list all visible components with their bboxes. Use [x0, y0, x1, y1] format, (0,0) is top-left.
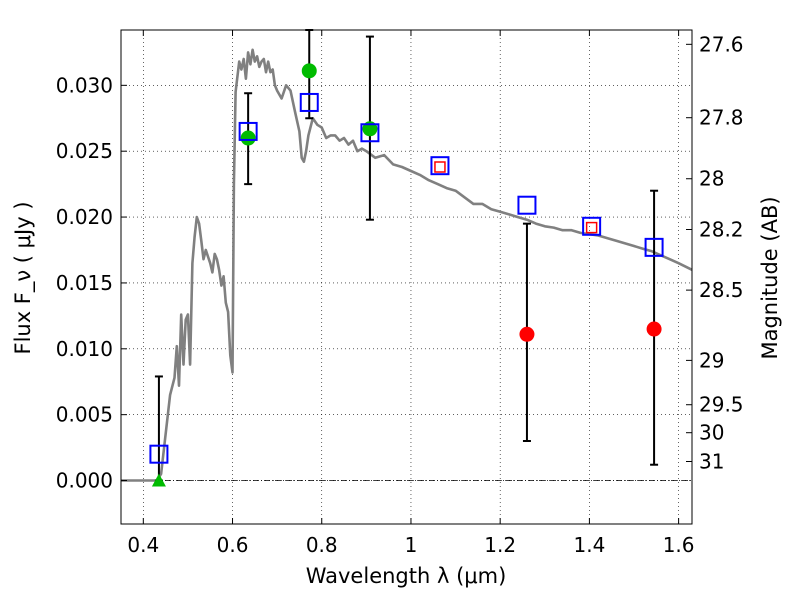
blue-model-square — [299, 92, 319, 112]
red-data-point — [519, 326, 535, 342]
y-tick-label: 0.010 — [56, 337, 113, 361]
y-tick-label: 0.005 — [56, 403, 113, 427]
green-data-point — [240, 130, 256, 146]
y2-tick-label: 29 — [699, 348, 724, 372]
blue-model-square — [360, 123, 380, 143]
errorbar-layer — [154, 29, 659, 482]
y-tick-label: 0.020 — [56, 205, 113, 229]
blue-model-square — [149, 444, 169, 464]
sed-layer — [121, 48, 693, 482]
x-tick-label: 0.8 — [306, 533, 338, 557]
x-tick-label: 0.6 — [217, 533, 249, 557]
blue-model-square — [238, 121, 258, 141]
grid-layer — [121, 30, 692, 524]
red-open-square — [434, 161, 446, 173]
green-data-point — [301, 63, 317, 79]
y2-axis-label: Magnitude (AB) — [758, 196, 782, 359]
y2-tick-label: 27.6 — [699, 32, 744, 56]
blue-model-square — [430, 156, 450, 176]
y2-tick-label: 29.5 — [699, 393, 744, 417]
blue-model-square — [582, 216, 602, 236]
x-tick-label: 1.4 — [573, 533, 605, 557]
red-open-square — [585, 221, 598, 234]
y2-tick-label: 30 — [699, 421, 724, 445]
tick-label-layer: 0.4 0.6 0.8 1 1.2 1.4 1.6 0.000 0.005 0.010 0.015 0… — [56, 32, 744, 557]
y-tick-label: 0.015 — [56, 271, 113, 295]
y-tick-label: 0.000 — [56, 469, 113, 493]
y2-tick-label: 31 — [699, 449, 724, 473]
template-sed-line — [121, 48, 693, 482]
blue-model-square — [644, 237, 664, 257]
y2-tick-label: 27.8 — [699, 106, 744, 130]
y2-tick-label: 28.5 — [699, 278, 744, 302]
y2-tick-label: 28 — [699, 167, 724, 191]
y-axis-label: Flux F_ν ( μJy ) — [11, 201, 36, 354]
plot-frame — [120, 29, 693, 525]
red-data-point — [646, 321, 662, 337]
x-axis-label: Wavelength λ (μm) — [306, 564, 507, 588]
y-tick-label: 0.030 — [56, 73, 113, 97]
x-tick-label: 0.4 — [127, 533, 159, 557]
x-tick-label: 1 — [405, 533, 418, 557]
x-tick-label: 1.2 — [484, 533, 516, 557]
upper-limit-triangle — [151, 473, 166, 487]
y2-tick-label: 28.2 — [699, 218, 744, 242]
x-tick-label: 1.6 — [663, 533, 695, 557]
y-tick-label: 0.025 — [56, 139, 113, 163]
tick-layer — [121, 30, 692, 524]
marker-layer — [149, 63, 664, 487]
blue-model-square — [517, 195, 537, 215]
